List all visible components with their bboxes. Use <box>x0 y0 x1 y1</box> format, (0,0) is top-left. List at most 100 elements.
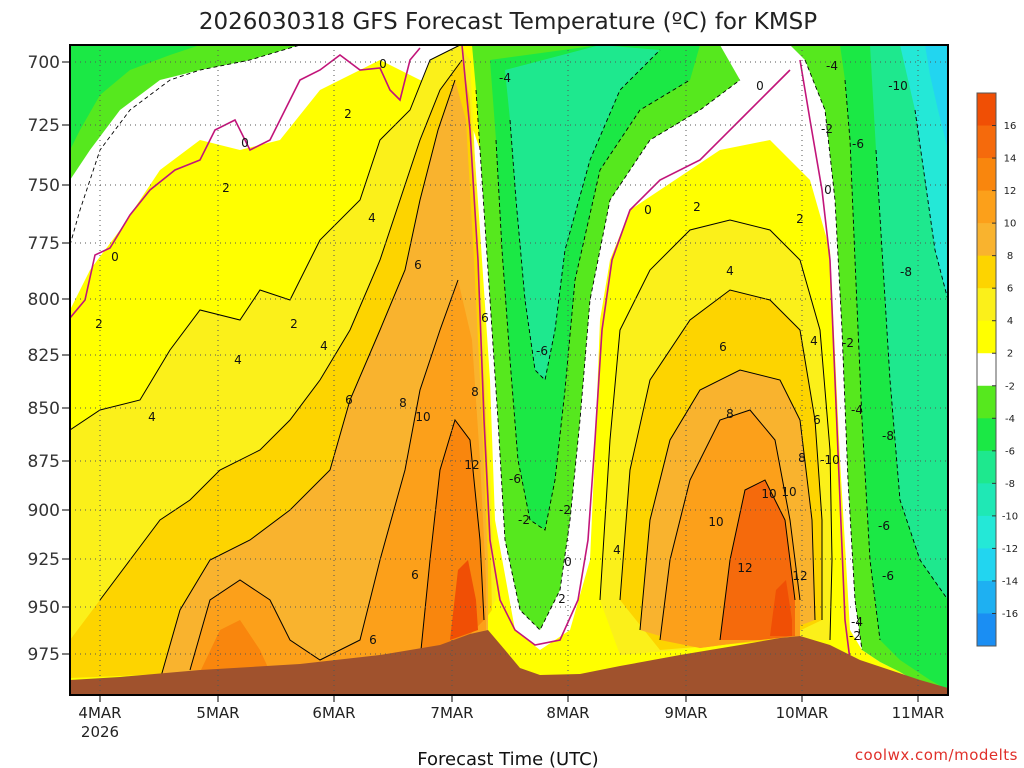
colorbar-swatch <box>977 613 996 647</box>
contour-label: 4 <box>810 334 818 348</box>
colorbar-label: -2 <box>1005 381 1015 392</box>
contour-label: 2 <box>693 200 701 214</box>
contour-label: 0 <box>379 57 387 71</box>
colorbar-label: -6 <box>1005 446 1015 457</box>
credit-text: coolwx.com/modelts <box>855 746 1018 764</box>
contour-label: -4 <box>499 71 511 85</box>
colorbar-swatch <box>977 450 996 484</box>
colorbar-label: 16 <box>1004 121 1017 132</box>
colorbar-swatch <box>977 483 996 517</box>
contour-label: 4 <box>234 353 242 367</box>
green-region-left-inner <box>70 45 200 150</box>
contour-label: 10 <box>781 485 796 499</box>
contour-label: -8 <box>900 265 912 279</box>
contour-label: 2 <box>558 592 566 606</box>
contour-label: -2 <box>849 629 861 643</box>
contour-label: 2 <box>796 212 804 226</box>
x-tick-label: 7MAR <box>430 704 473 722</box>
contour-label: 6 <box>345 393 353 407</box>
x-axis-label: Forecast Time (UTC) <box>417 749 598 768</box>
colorbar-label: -12 <box>1002 544 1018 555</box>
x-tick-label: 4MAR <box>78 704 121 722</box>
contour-label: 2 <box>95 317 103 331</box>
contour-label: 2 <box>290 317 298 331</box>
contour-label: 4 <box>320 339 328 353</box>
plot-frame <box>69 44 949 696</box>
y-tick-label: 850 <box>28 399 60 419</box>
colorbar-swatch <box>977 288 996 322</box>
x-tick-label: 10MAR <box>776 704 829 722</box>
contour-label: 6 <box>369 633 377 647</box>
contour-label: 2 <box>344 107 352 121</box>
contour-label: -2 <box>559 503 571 517</box>
colorbar-swatch <box>977 580 996 614</box>
colorbar-label: 10 <box>1004 219 1017 230</box>
colorbar-swatch <box>977 353 996 387</box>
contour-label: -8 <box>882 429 894 443</box>
colorbar-swatch <box>977 190 996 224</box>
contour-label: -4 <box>851 615 863 629</box>
y-tick-label: 750 <box>28 176 60 196</box>
warm-core-10mar <box>770 580 792 636</box>
contour-label: 4 <box>148 410 156 424</box>
colorbar-label: -10 <box>1002 511 1018 522</box>
y-tick-label: 725 <box>28 116 60 136</box>
contour-label: 8 <box>798 451 806 465</box>
contour-label: -6 <box>878 519 890 533</box>
contour-label: -4 <box>851 403 863 417</box>
x-tick-label: 11MAR <box>892 704 945 722</box>
contour-label: 4 <box>726 264 734 278</box>
y-tick-label: 775 <box>28 234 60 254</box>
contour-label: -4 <box>826 59 838 73</box>
contour-label: 6 <box>813 413 821 427</box>
x-tick-label: 5MAR <box>196 704 239 722</box>
blue-region-right <box>925 45 948 150</box>
y-tick-label: 875 <box>28 452 60 472</box>
colorbar-label: -14 <box>1002 576 1018 587</box>
contour-label: 0 <box>564 555 572 569</box>
colorbar-label: -4 <box>1005 414 1015 425</box>
contour-label: 4 <box>368 211 376 225</box>
contour-label: 2 <box>222 181 230 195</box>
colorbar-swatch <box>977 418 996 452</box>
colorbar-label: 4 <box>1007 316 1013 327</box>
colorbar-swatch <box>977 515 996 549</box>
y-axis: 700 725 750 775 800 825 850 875 900 925 950 975 <box>28 53 70 665</box>
colorbar-swatch <box>977 385 996 419</box>
chart-title: 2026030318 GFS Forecast Temperature (ºC)… <box>199 9 817 35</box>
contour-label: 0 <box>756 79 764 93</box>
contour-label: 12 <box>737 561 752 575</box>
colorbar-label: 6 <box>1007 284 1013 295</box>
contour-label: -2 <box>842 336 854 350</box>
colorbar: 16 14 12 10 8 6 4 2 -2 -4 -6 -8 -10 -12 -14 -16 <box>976 92 1018 647</box>
zero-isotherm-left <box>70 47 421 319</box>
colorbar-label: 8 <box>1007 251 1013 262</box>
colorbar-label: -16 <box>1002 609 1018 620</box>
contour-label: -6 <box>509 472 521 486</box>
x-tick-label: 6MAR <box>312 704 355 722</box>
contour-label: 6 <box>481 311 489 325</box>
contour-label: -6 <box>536 344 548 358</box>
x-axis: 4MAR 5MAR 6MAR 7MAR 8MAR 9MAR 10MAR 11MAR 2026 <box>78 695 944 741</box>
grid <box>70 45 948 695</box>
zero-isotherm-right <box>799 59 866 673</box>
y-tick-label: 925 <box>28 550 60 570</box>
y-tick-label: 950 <box>28 598 60 618</box>
contour-label: -6 <box>882 569 894 583</box>
green-region-left <box>70 45 300 180</box>
colorbar-swatch <box>977 548 996 582</box>
warm-contours <box>70 45 833 681</box>
contour-label: 8 <box>399 396 407 410</box>
colorbar-swatch <box>977 320 996 354</box>
y-tick-label: 900 <box>28 501 60 521</box>
contour-label: 0 <box>824 183 832 197</box>
x-tick-label: 9MAR <box>664 704 707 722</box>
contour-label: 0 <box>111 250 119 264</box>
contour-label: 4 <box>613 543 621 557</box>
zero-isotherm-mid <box>461 45 791 646</box>
contour-label: 12 <box>792 569 807 583</box>
x-year-label: 2026 <box>81 723 119 741</box>
colorbar-swatch <box>977 93 996 127</box>
contour-label: -10 <box>820 453 840 467</box>
